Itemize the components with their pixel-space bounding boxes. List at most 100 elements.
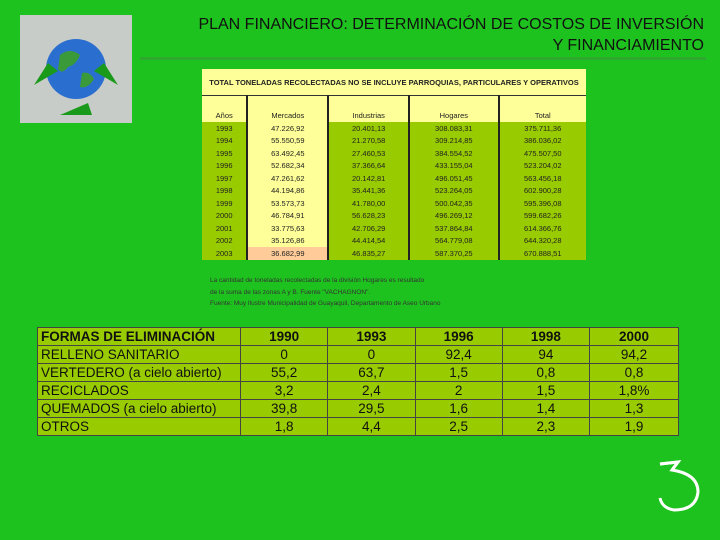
- header-row: FORMAS DE ELIMINACIÓN 1990 1993 1996 1998 200…: [37, 327, 679, 346]
- table-cell: 2: [414, 381, 503, 400]
- note-line: Fuente: Muy Ilustre Municipalidad de Gua…: [210, 300, 441, 307]
- table-cell: 309.214,85: [408, 134, 499, 147]
- table-cell: 2001: [202, 222, 248, 235]
- table-cell: 94,2: [589, 345, 679, 364]
- table-notes: La cantidad de toneladas recolectadas de…: [210, 275, 441, 310]
- table-cell: 53.573,73: [246, 197, 329, 210]
- column-header: Total: [497, 95, 586, 122]
- table-cell: QUEMADOS (a cielo abierto): [37, 399, 241, 418]
- table-cell: 47.226,92: [246, 122, 329, 135]
- column-header: 2000: [589, 327, 679, 346]
- table-cell: 42.706,29: [327, 222, 410, 235]
- table-cell: 1,9: [589, 417, 679, 436]
- table-cell: 384.554,52: [408, 147, 499, 160]
- table-cell: 1994: [202, 134, 248, 147]
- table-cell: 27.460,53: [327, 147, 410, 160]
- table-cell: 35.126,86: [246, 234, 329, 247]
- table-row: 1994 55.550,59 21.270,58 309.214,85 386.036,…: [202, 134, 586, 147]
- column-header: Industrias: [327, 95, 410, 122]
- table-heading: TOTAL TONELADAS RECOLECTADAS NO SE INCLU…: [202, 69, 586, 96]
- column-header: 1993: [327, 327, 416, 346]
- column-header: 1990: [239, 327, 329, 346]
- table-cell: 1,4: [501, 399, 591, 418]
- page-title: PLAN FINANCIERO: DETERMINACIÓN DE COSTOS…: [198, 16, 704, 54]
- column-header: 1998: [501, 327, 591, 346]
- table-cell: 2,3: [501, 417, 591, 436]
- table-cell: 37.366,64: [327, 159, 410, 172]
- return-button[interactable]: [652, 458, 704, 519]
- table-cell: 36.682,99: [246, 247, 329, 260]
- column-header: Hogares: [408, 95, 499, 122]
- table-cell: 523.264,05: [408, 184, 499, 197]
- table-cell: 55.550,59: [246, 134, 329, 147]
- table-cell: 94: [501, 345, 591, 364]
- table-row: 1995 63.492,45 27.460,53 384.554,52 475.507,…: [202, 147, 586, 160]
- table-cell: 523.204,02: [497, 159, 586, 172]
- table-cell: 1995: [202, 147, 248, 160]
- table-cell: 2003: [202, 247, 248, 260]
- table-cell: 1999: [202, 197, 248, 210]
- table-row: 2000 46.784,91 56.628,23 496.269,12 599.682,…: [202, 209, 586, 222]
- table-cell: 46.784,91: [246, 209, 329, 222]
- table-cell: 46.835,27: [327, 247, 410, 260]
- table-cell: 44.414,54: [327, 234, 410, 247]
- table-row: 1998 44.194,86 35.441,36 523.264,05 602.900,…: [202, 184, 586, 197]
- table-row: QUEMADOS (a cielo abierto) 39,8 29,5 1,6 1,4…: [37, 399, 679, 418]
- table-row: 2001 33.775,63 42.706,29 537.864,84 614.366,…: [202, 222, 586, 235]
- table-row: RECICLADOS 3,2 2,4 2 1,5 1,8%: [37, 381, 679, 400]
- table-cell: VERTEDERO (a cielo abierto): [37, 363, 241, 382]
- table-cell: 1993: [202, 122, 248, 135]
- table-cell: 587.370,25: [408, 247, 499, 260]
- table-cell: 63.492,45: [246, 147, 329, 160]
- table-cell: RECICLADOS: [37, 381, 241, 400]
- table-cell: 614.366,76: [497, 222, 586, 235]
- table-cell: 602.900,28: [497, 184, 586, 197]
- table-cell: 41.780,00: [327, 197, 410, 210]
- column-header: Años: [202, 95, 248, 122]
- table-cell: 2,4: [327, 381, 416, 400]
- table-cell: 1996: [202, 159, 248, 172]
- table-cell: 2,5: [414, 417, 503, 436]
- table-cell: 4,4: [327, 417, 416, 436]
- table-cell: 1,3: [589, 399, 679, 418]
- table-cell: 21.270,58: [327, 134, 410, 147]
- collected-tonnage-table: TOTAL TONELADAS RECOLECTADAS NO SE INCLU…: [202, 69, 586, 260]
- table-cell: 1997: [202, 172, 248, 185]
- table-cell: 39,8: [239, 399, 329, 418]
- disposal-methods-table: FORMAS DE ELIMINACIÓN 1990 1993 1996 1998 200…: [37, 327, 679, 436]
- table-cell: 92,4: [414, 345, 503, 364]
- table-cell: 2000: [202, 209, 248, 222]
- table-cell: 47.261,62: [246, 172, 329, 185]
- return-arrow-icon: [658, 460, 700, 512]
- table-cell: 20.142,81: [327, 172, 410, 185]
- table-cell: 599.682,26: [497, 209, 586, 222]
- table-row: 2003 36.682,99 46.835,27 587.370,25 670.888,…: [202, 247, 586, 260]
- table-cell: RELLENO SANITARIO: [37, 345, 241, 364]
- recycle-globe-logo: [20, 15, 132, 123]
- note-line: de la suma de las zonas A y B. Fuente "V…: [210, 288, 371, 296]
- table-row: 1997 47.261,62 20.142,81 496.051,45 563.456,…: [202, 172, 586, 185]
- table-cell: 0: [239, 345, 329, 364]
- table-cell: 496.269,12: [408, 209, 499, 222]
- table-row: 1993 47.226,92 20.401,13 308.083,31 375.711,…: [202, 122, 586, 135]
- table-cell: 0,8: [501, 363, 591, 382]
- table-cell: 537.864,84: [408, 222, 499, 235]
- table-cell: 1998: [202, 184, 248, 197]
- table-cell: 52.682,34: [246, 159, 329, 172]
- table-cell: 33.775,63: [246, 222, 329, 235]
- divider: [140, 57, 706, 60]
- recycle-globe-icon: [34, 39, 118, 115]
- table-row: 1996 52.682,34 37.366,64 433.155,04 523.204,…: [202, 159, 586, 172]
- table-cell: 563.456,18: [497, 172, 586, 185]
- table-cell: 595.396,08: [497, 197, 586, 210]
- table-cell: 1,5: [414, 363, 503, 382]
- table-row: 1999 53.573,73 41.780,00 500.042,35 595.396,…: [202, 197, 586, 210]
- table-cell: 500.042,35: [408, 197, 499, 210]
- table-cell: 375.711,36: [497, 122, 586, 135]
- table-cell: 63,7: [327, 363, 416, 382]
- table-row: OTROS 1,8 4,4 2,5 2,3 1,9: [37, 417, 679, 436]
- column-header: 1996: [414, 327, 503, 346]
- table-cell: 56.628,23: [327, 209, 410, 222]
- table-cell: 0: [327, 345, 416, 364]
- table-cell: 670.888,51: [497, 247, 586, 260]
